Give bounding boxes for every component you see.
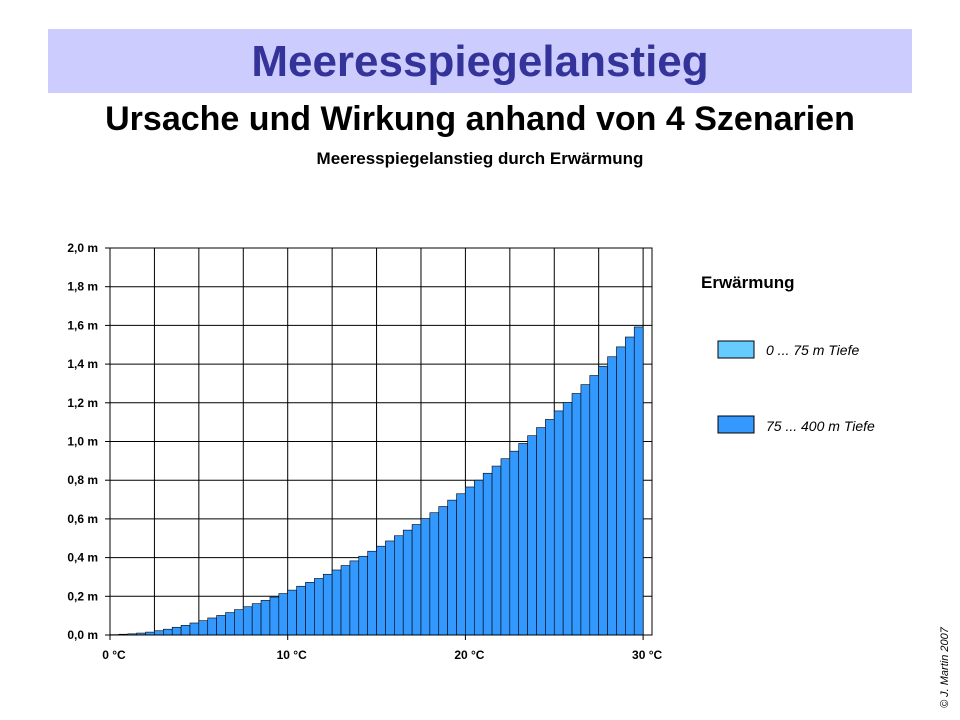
- bar: [154, 630, 164, 636]
- bar: [482, 472, 493, 636]
- legend-swatch-75-400m: [717, 415, 755, 434]
- legend-label-75-400m: 75 ... 400 m Tiefe: [766, 418, 875, 434]
- bar: [633, 326, 644, 636]
- bar: [340, 565, 351, 636]
- bar: [385, 540, 395, 636]
- bar: [420, 518, 431, 636]
- bar: [251, 603, 262, 636]
- bar: [358, 555, 368, 636]
- bar: [527, 435, 537, 636]
- bar: [198, 620, 209, 636]
- legend: Erwärmung 0 ... 75 m Tiefe 75 ... 400 m …: [701, 273, 875, 434]
- bar: [518, 443, 528, 636]
- bar: [314, 578, 324, 636]
- x-tick-label: 20 °C: [454, 648, 484, 662]
- bar: [598, 365, 608, 636]
- bar: [429, 512, 440, 636]
- bar: [589, 375, 599, 636]
- bar: [216, 615, 226, 636]
- bar: [376, 545, 386, 636]
- bar: [207, 617, 217, 636]
- bar: [171, 626, 182, 636]
- bar: [571, 393, 582, 636]
- bar: [234, 609, 244, 636]
- bar: [536, 427, 546, 636]
- bar: [367, 550, 377, 636]
- bar: [225, 612, 235, 636]
- bar: [456, 493, 466, 636]
- bar: [322, 573, 333, 636]
- bar: [500, 458, 511, 636]
- bar: [607, 356, 617, 636]
- bar: [411, 524, 422, 636]
- bar: [180, 625, 191, 636]
- legend-title: Erwärmung: [701, 273, 795, 292]
- bar: [473, 479, 484, 636]
- bar: [402, 529, 413, 636]
- bar: [305, 582, 315, 636]
- copyright-note: © J. Martin 2007: [939, 627, 951, 708]
- axis-layer: 0,0 m 0,2 m 0,4 m 0,6 m 0,8 m 1,0 m 1,2 m 1,4 m…: [67, 241, 662, 662]
- slide-title: Meeresspiegelanstieg: [251, 37, 709, 86]
- y-tick-label: 1,8 m: [67, 280, 98, 294]
- y-tick-label: 1,2 m: [67, 396, 98, 410]
- bar: [616, 346, 626, 636]
- bar: [580, 384, 591, 636]
- bar: [394, 535, 404, 636]
- y-tick-label: 1,6 m: [67, 318, 98, 332]
- y-tick-label: 1,4 m: [67, 357, 98, 371]
- x-tick-label: 30 °C: [632, 648, 662, 662]
- bar: [562, 402, 573, 636]
- y-tick-label: 1,0 m: [67, 435, 98, 449]
- bar: [269, 596, 280, 636]
- bar: [438, 506, 448, 636]
- bar: [465, 486, 475, 636]
- legend-swatch-0-75m: [717, 340, 755, 359]
- legend-label-0-75m: 0 ... 75 m Tiefe: [766, 342, 859, 358]
- y-tick-label: 0,2 m: [67, 589, 98, 603]
- x-tick-label: 10 °C: [277, 648, 307, 662]
- bar: [545, 419, 555, 636]
- bar: [278, 593, 289, 636]
- x-tick-label: 0 °C: [102, 648, 126, 662]
- bar: [189, 622, 200, 636]
- bar: [260, 600, 271, 636]
- y-tick-label: 2,0 m: [67, 241, 98, 255]
- bar: [242, 606, 253, 636]
- bar: [553, 410, 564, 636]
- bar: [447, 499, 457, 636]
- y-tick-label: 0,6 m: [67, 512, 98, 526]
- y-tick-label: 0,8 m: [67, 473, 98, 487]
- y-tick-label: 0,0 m: [67, 628, 98, 642]
- bar: [349, 560, 360, 636]
- bar: [491, 465, 502, 636]
- bar: [163, 628, 173, 636]
- bar: [331, 569, 342, 636]
- bar: [625, 336, 635, 636]
- bar: [509, 450, 520, 636]
- title-band: [48, 29, 912, 93]
- slide-subtitle: Ursache und Wirkung anhand von 4 Szenari…: [105, 100, 855, 138]
- bar: [296, 585, 306, 636]
- bar: [287, 589, 297, 636]
- y-tick-label: 0,4 m: [67, 551, 98, 565]
- chart-title: Meeresspiegelanstieg durch Erwärmung: [316, 149, 644, 168]
